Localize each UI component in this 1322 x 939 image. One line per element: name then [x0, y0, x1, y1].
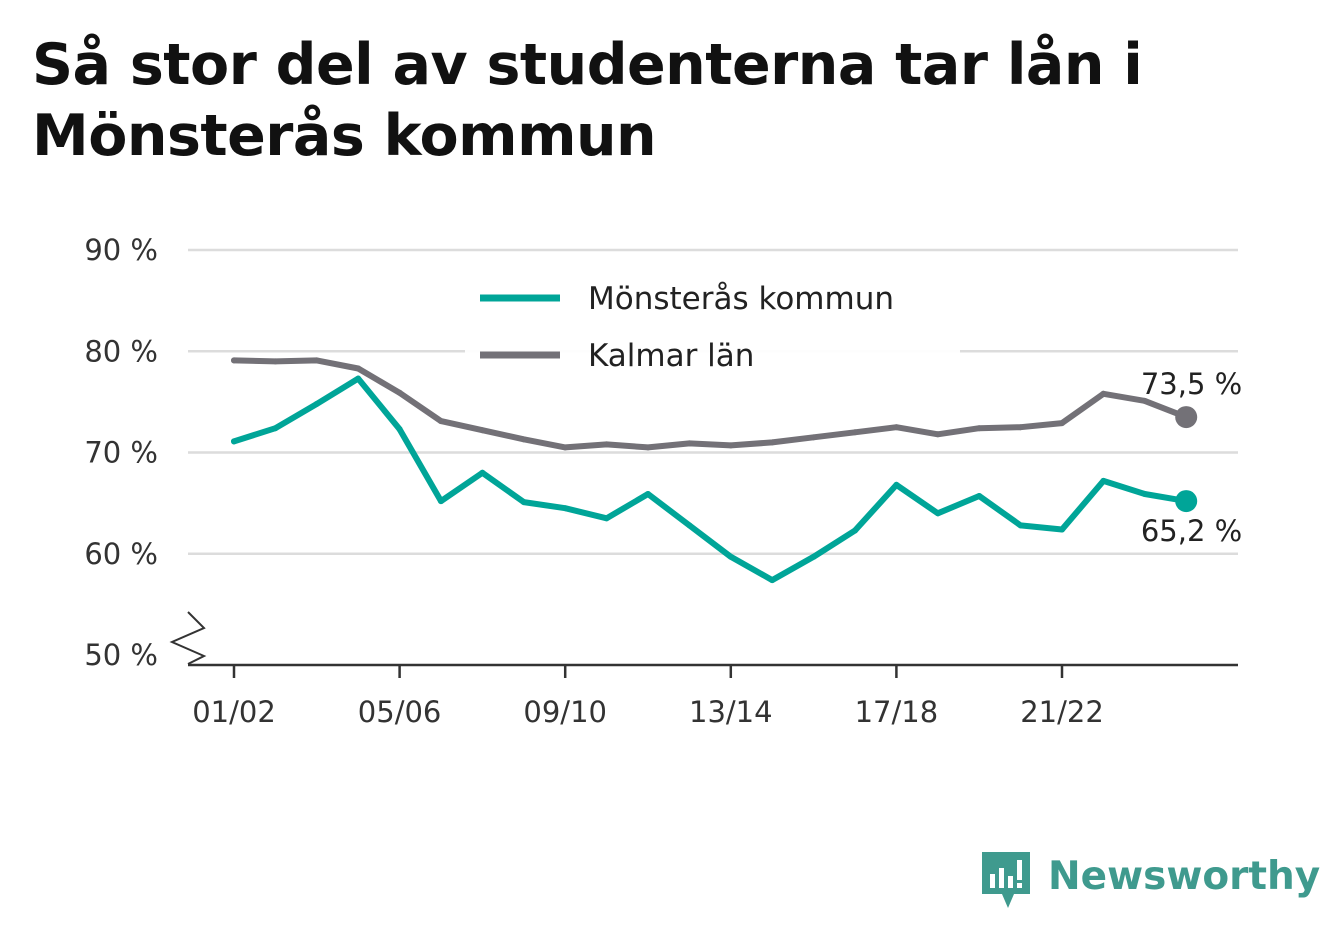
data-point: [1017, 522, 1024, 529]
brand: Newsworthy: [980, 850, 1320, 912]
data-point: [1141, 397, 1148, 404]
data-point: [976, 493, 983, 500]
data-point: [562, 505, 569, 512]
data-point: [396, 389, 403, 396]
end-labels: 65,2 % 73,5 %: [1138, 364, 1245, 551]
data-point: [893, 481, 900, 488]
data-point: [603, 441, 610, 448]
series-line: [231, 357, 1190, 451]
data-point: [686, 440, 693, 447]
newsworthy-logo-icon: [982, 852, 1030, 908]
x-tick-label: 01/02: [192, 695, 276, 729]
data-point: [1017, 424, 1024, 431]
data-point: [355, 365, 362, 372]
data-point: [562, 444, 569, 451]
data-point: [645, 491, 651, 498]
data-point: [1100, 477, 1107, 484]
series-line: [231, 375, 1190, 584]
data-point: [272, 425, 279, 432]
data-point: [852, 429, 858, 436]
data-point: [727, 553, 734, 560]
legend: Mönsterås kommun Kalmar län: [465, 272, 960, 382]
data-point: [1100, 390, 1107, 397]
data-point: [1141, 491, 1148, 498]
data-point: [686, 522, 693, 529]
data-point: [727, 442, 734, 449]
data-point: [355, 375, 362, 382]
data-point: [1059, 526, 1065, 533]
data-point: [231, 438, 237, 445]
data-point: [313, 400, 320, 407]
end-value-label: 65,2 %: [1141, 514, 1242, 548]
chart-title: Så stor del av studenterna tar lån i Mön…: [32, 32, 1143, 169]
data-point: [645, 444, 651, 451]
data-point: [272, 358, 279, 365]
data-point: [603, 515, 610, 522]
data-point: [396, 426, 403, 433]
y-tick-label: 70 %: [84, 436, 158, 470]
legend-background: [465, 272, 960, 382]
y-tick-label: 50 %: [84, 638, 158, 672]
x-tick-label: 13/14: [689, 695, 773, 729]
data-point: [852, 527, 858, 534]
y-axis: 50 % 60 % 70 % 80 % 90 %: [84, 233, 207, 672]
end-point: [1175, 490, 1198, 513]
x-axis: 01/02 05/06 09/10 13/14 17/18 21/22: [188, 663, 1238, 729]
data-point: [438, 498, 444, 505]
data-point: [769, 577, 776, 584]
chart: 50 % 60 % 70 % 80 % 90 % 01/02 05/06 09/10 13/1…: [84, 233, 1245, 729]
x-tick-label: 05/06: [358, 695, 442, 729]
end-value-label: 73,5 %: [1141, 367, 1242, 401]
x-tick-label: 09/10: [523, 695, 607, 729]
data-point: [479, 469, 486, 476]
y-tick-label: 80 %: [84, 334, 158, 368]
data-point: [313, 357, 320, 364]
data-point: [769, 439, 776, 446]
data-point: [1059, 420, 1065, 427]
series-group: [231, 357, 1198, 584]
data-point: [479, 427, 486, 434]
data-point: [976, 425, 983, 432]
data-point: [438, 418, 444, 425]
legend-label: Mönsterås kommun: [588, 281, 894, 317]
axis-break-icon: [169, 611, 207, 665]
data-point: [934, 510, 941, 517]
data-point: [810, 553, 817, 560]
brand-name: Newsworthy: [1048, 854, 1321, 899]
end-point: [1175, 406, 1198, 429]
x-tick-label: 21/22: [1020, 695, 1104, 729]
legend-label: Kalmar län: [588, 338, 754, 374]
y-tick-label: 60 %: [84, 537, 158, 571]
data-point: [934, 431, 941, 438]
data-point: [231, 357, 237, 364]
data-point: [520, 436, 527, 443]
data-point: [520, 499, 527, 506]
y-tick-label: 90 %: [84, 233, 158, 267]
x-tick-label: 17/18: [855, 695, 939, 729]
data-point: [810, 434, 817, 441]
data-point: [893, 424, 900, 431]
